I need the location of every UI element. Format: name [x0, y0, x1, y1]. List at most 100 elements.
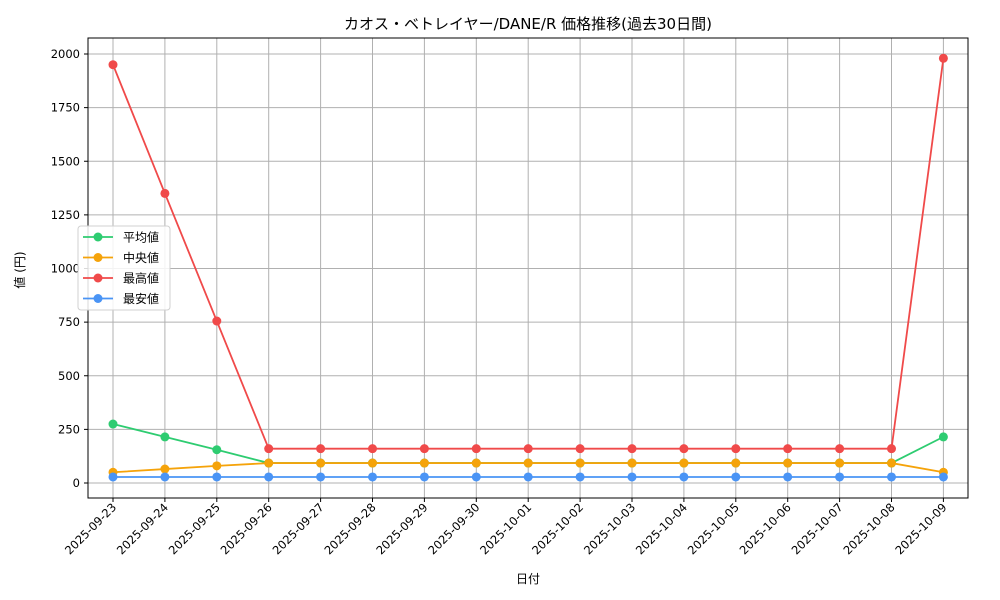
legend-label: 中央値 [123, 250, 159, 265]
data-point [835, 444, 845, 454]
data-point [731, 444, 741, 454]
data-point [731, 472, 741, 482]
x-tick-label: 2025-10-05 [685, 500, 742, 557]
y-tick-label: 1500 [51, 154, 80, 168]
x-tick-label: 2025-10-09 [892, 500, 949, 557]
data-point [108, 60, 118, 70]
data-point [783, 444, 793, 454]
data-point [627, 458, 637, 468]
data-point [160, 188, 170, 198]
y-tick-label: 250 [58, 422, 80, 436]
data-point [679, 472, 689, 482]
data-point [783, 472, 793, 482]
data-point [679, 444, 689, 454]
data-point [419, 458, 429, 468]
data-point [523, 444, 533, 454]
y-tick-label: 1000 [51, 262, 80, 276]
legend-marker-icon [93, 253, 103, 262]
data-point [938, 432, 948, 442]
legend-item: 最安値 [83, 291, 159, 306]
legend-label: 最高値 [123, 271, 159, 286]
data-point [627, 444, 637, 454]
data-point [212, 316, 222, 326]
data-point [887, 444, 896, 454]
y-tick-label: 1250 [51, 208, 80, 222]
data-point [316, 444, 326, 454]
x-tick-label: 2025-10-02 [529, 500, 586, 557]
data-point [679, 458, 689, 468]
data-point [471, 458, 481, 468]
x-tick-label: 2025-09-26 [218, 500, 275, 557]
data-point [938, 472, 948, 482]
x-tick-label: 2025-09-29 [373, 500, 430, 557]
data-point [471, 444, 481, 454]
data-point [108, 419, 118, 429]
grid-lines [88, 38, 968, 498]
data-point [212, 445, 222, 455]
data-point [160, 464, 170, 474]
x-tick-label: 2025-10-07 [789, 500, 846, 557]
data-point [419, 472, 429, 482]
legend-item: 最高値 [83, 271, 159, 286]
x-tick-label: 2025-09-25 [166, 500, 223, 557]
data-point [368, 444, 377, 454]
data-point [264, 444, 274, 454]
data-point [938, 53, 948, 63]
data-point [575, 472, 585, 482]
x-tick-label: 2025-09-27 [270, 500, 327, 557]
data-point [471, 472, 481, 482]
data-point [783, 458, 793, 468]
legend-marker-icon [93, 294, 103, 303]
series-line [108, 53, 948, 454]
x-tick-label: 2025-10-01 [477, 500, 534, 557]
x-tick-label: 2025-10-04 [633, 500, 690, 557]
data-point [316, 472, 326, 482]
x-tick-label: 2025-10-03 [581, 500, 638, 557]
x-tick-label: 2025-09-28 [321, 500, 378, 557]
x-tick-label: 2025-09-23 [62, 500, 119, 557]
legend-item: 中央値 [83, 250, 159, 265]
x-tick-label: 2025-09-24 [114, 500, 171, 557]
data-point [523, 458, 533, 468]
legend-item: 平均値 [83, 230, 159, 245]
data-point [887, 472, 896, 482]
data-point [523, 472, 533, 482]
y-tick-label: 1750 [51, 101, 80, 115]
data-point [160, 472, 170, 482]
legend-box [77, 225, 171, 311]
y-axis-ticks: 0 250 500 750 1000 1250 1500 1750 2000 [51, 47, 88, 490]
data-series [108, 53, 948, 482]
chart-title: カオス・ベトレイヤー/DANE/R 価格推移(過去30日間) [344, 15, 712, 33]
data-point [368, 472, 377, 482]
data-point [731, 458, 741, 468]
legend-marker-icon [93, 232, 103, 242]
data-point [368, 458, 377, 468]
data-point [627, 472, 637, 482]
y-tick-label: 500 [58, 369, 80, 383]
data-point [160, 432, 170, 442]
data-point [835, 472, 845, 482]
y-tick-label: 0 [73, 476, 80, 490]
y-tick-label: 750 [58, 315, 80, 329]
data-point [264, 472, 274, 482]
series-line [108, 472, 948, 482]
data-point [835, 458, 845, 468]
x-tick-label: 2025-10-08 [840, 500, 897, 557]
data-point [108, 472, 118, 482]
y-axis-label: 値 (円) [12, 251, 27, 288]
data-point [212, 461, 222, 471]
data-point [264, 458, 274, 468]
x-tick-label: 2025-10-06 [737, 500, 794, 557]
data-point [575, 458, 585, 468]
data-point [575, 444, 585, 454]
y-tick-label: 2000 [51, 47, 80, 61]
x-axis-label: 日付 [516, 572, 540, 586]
x-tick-label: 2025-09-30 [425, 500, 482, 557]
data-point [316, 458, 326, 468]
data-point [887, 458, 896, 468]
legend-label: 最安値 [123, 291, 159, 306]
data-point [212, 472, 222, 482]
legend-marker-icon [93, 273, 103, 283]
